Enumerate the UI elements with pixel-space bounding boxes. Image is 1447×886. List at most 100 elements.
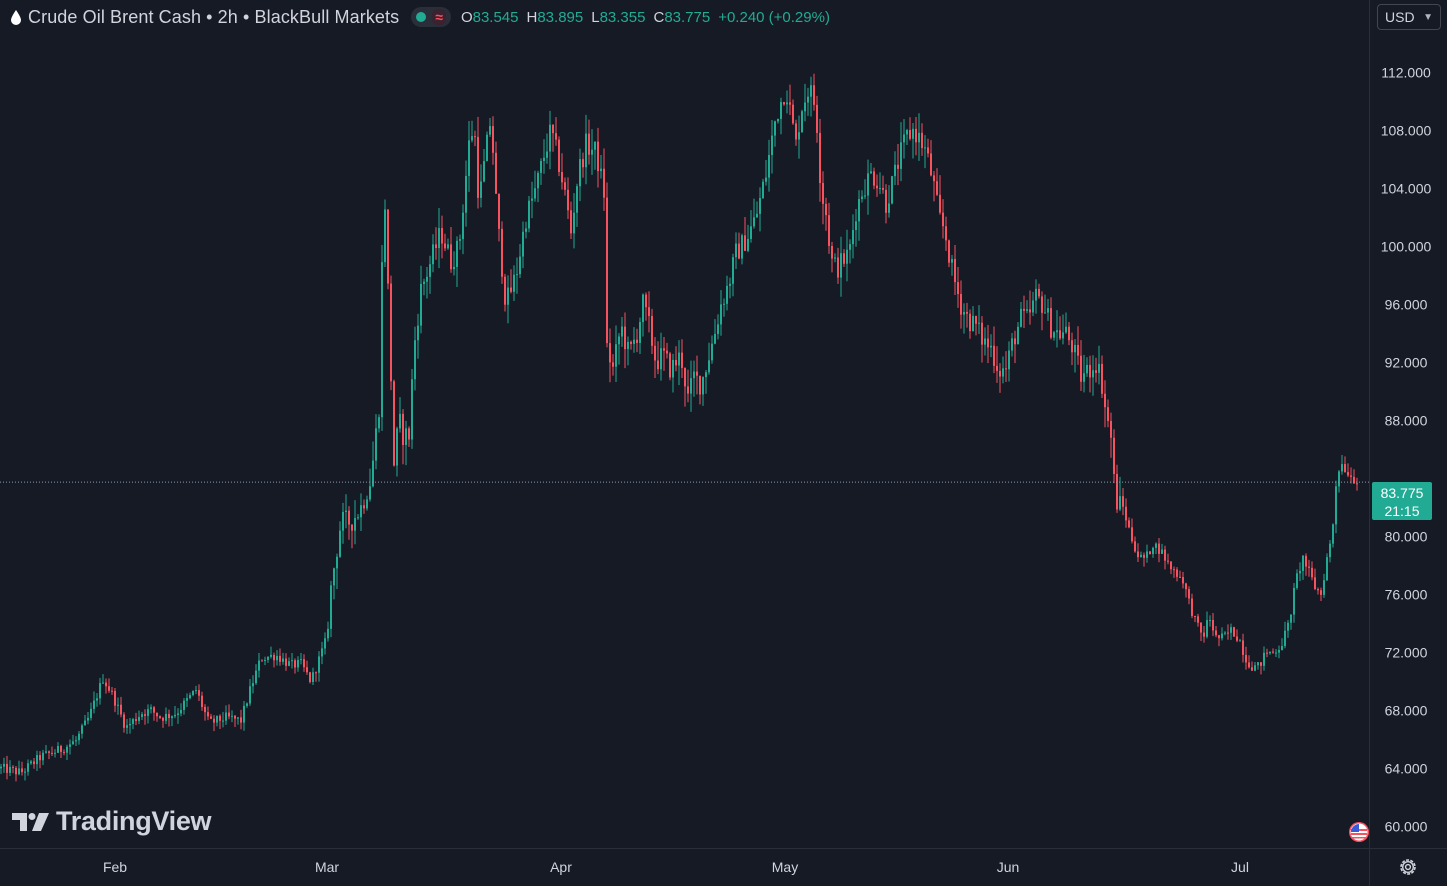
x-tick-label-2: Apr xyxy=(550,859,572,875)
status-pill[interactable]: ≈ xyxy=(411,7,451,27)
candle-body-396 xyxy=(1188,589,1190,599)
gear-icon[interactable] xyxy=(1397,856,1419,878)
candle-body-223 xyxy=(669,353,671,378)
open-value: 83.545 xyxy=(472,8,519,26)
candle-body-231 xyxy=(693,371,695,379)
candle-body-199 xyxy=(597,141,599,172)
candle-body-297 xyxy=(891,176,893,204)
x-tick-label-3: May xyxy=(772,859,798,875)
candle-body-407 xyxy=(1221,633,1223,639)
candle-body-296 xyxy=(888,203,890,213)
candle-body-378 xyxy=(1134,541,1136,552)
candle-body-269 xyxy=(807,96,809,103)
candle-body-445 xyxy=(1335,486,1337,525)
candle-body-170 xyxy=(510,287,512,292)
candle-body-402 xyxy=(1206,620,1208,637)
candle-body-49 xyxy=(147,709,149,716)
candle-body-259 xyxy=(777,118,779,122)
candle-body-106 xyxy=(318,656,320,673)
candle-body-384 xyxy=(1152,547,1154,554)
candle-body-44 xyxy=(132,719,134,724)
candle-body-179 xyxy=(537,172,539,189)
us-flag-icon[interactable] xyxy=(1348,820,1370,844)
candle-body-178 xyxy=(534,188,536,199)
candle-body-448 xyxy=(1344,464,1346,473)
y-tick-label-4: 76.000 xyxy=(1385,586,1428,602)
y-tick-label-1: 64.000 xyxy=(1385,760,1428,776)
candle-body-239 xyxy=(717,324,719,334)
candle-body-373 xyxy=(1119,496,1121,510)
candle-body-391 xyxy=(1173,569,1175,571)
candle-body-122 xyxy=(366,499,368,509)
candle-body-72 xyxy=(216,715,218,723)
candle-body-217 xyxy=(651,316,653,346)
candle-body-12 xyxy=(36,755,38,765)
price-axis[interactable]: 60.000 64.000 68.000 72.000 76.000 80.000 88.0… xyxy=(1381,6,1432,834)
currency-dropdown[interactable]: USD ▼ xyxy=(1377,4,1441,30)
candle-body-385 xyxy=(1155,543,1157,548)
candle-body-95 xyxy=(285,658,287,666)
candle-body-432 xyxy=(1296,573,1298,588)
candle-body-249 xyxy=(747,238,749,251)
candle-body-195 xyxy=(585,133,587,168)
candle-body-51 xyxy=(153,707,155,713)
candle-body-430 xyxy=(1290,614,1292,623)
candle-body-289 xyxy=(867,173,869,196)
candle-body-39 xyxy=(117,704,119,706)
candle-body-253 xyxy=(759,198,761,214)
candle-body-447 xyxy=(1341,464,1343,472)
symbol-title[interactable]: Crude Oil Brent Cash • 2h • BlackBull Ma… xyxy=(28,6,400,27)
candle-body-377 xyxy=(1131,527,1133,542)
candle-body-155 xyxy=(465,175,467,213)
candle-body-42 xyxy=(126,725,128,728)
candle-body-45 xyxy=(135,719,137,721)
candle-body-99 xyxy=(297,659,299,668)
candle-body-324 xyxy=(972,315,974,332)
candle-body-146 xyxy=(438,228,440,249)
candle-body-405 xyxy=(1215,630,1217,636)
tradingview-logo-icon xyxy=(12,812,49,831)
candle-body-227 xyxy=(681,352,683,368)
candle-body-252 xyxy=(756,213,758,218)
candle-body-36 xyxy=(108,686,110,691)
candle-body-389 xyxy=(1167,560,1169,562)
candle-body-323 xyxy=(969,313,971,332)
candle-body-53 xyxy=(159,716,161,718)
tradingview-logo[interactable]: TradingView xyxy=(12,806,212,837)
candle-body-148 xyxy=(444,243,446,249)
candle-body-442 xyxy=(1326,557,1328,581)
candle-body-411 xyxy=(1233,627,1235,637)
candle-body-218 xyxy=(654,345,656,361)
candle-body-276 xyxy=(828,215,830,246)
candle-body-136 xyxy=(408,428,410,440)
candle-body-8 xyxy=(24,771,26,773)
candle-body-421 xyxy=(1263,652,1265,666)
candle-body-126 xyxy=(378,417,380,429)
candle-body-102 xyxy=(306,667,308,673)
last-price-value: 83.775 xyxy=(1380,485,1424,501)
close-key: C xyxy=(653,8,665,26)
candle-body-201 xyxy=(603,168,605,198)
candle-body-301 xyxy=(903,134,905,143)
candle-body-349 xyxy=(1047,308,1049,313)
candle-body-375 xyxy=(1125,506,1127,521)
candle-body-403 xyxy=(1209,620,1211,622)
candle-body-194 xyxy=(582,159,584,168)
candle-body-450 xyxy=(1350,475,1352,477)
candle-body-172 xyxy=(516,274,518,276)
candle-body-245 xyxy=(735,243,737,258)
currency-label: USD xyxy=(1385,9,1415,25)
candle-body-20 xyxy=(60,746,62,752)
status-dot-icon xyxy=(416,12,427,22)
y-tick-label-5: 80.000 xyxy=(1385,528,1428,544)
high-key: H xyxy=(526,8,538,26)
candle-body-140 xyxy=(420,283,422,326)
candle-body-341 xyxy=(1023,308,1025,311)
candle-body-116 xyxy=(348,510,350,525)
candle-body-284 xyxy=(852,229,854,245)
candle-body-147 xyxy=(441,228,443,244)
x-tick-label-5: Jul xyxy=(1231,859,1249,875)
candle-body-317 xyxy=(951,259,953,263)
time-axis[interactable]: Feb Mar Apr May Jun Jul xyxy=(103,859,1249,875)
